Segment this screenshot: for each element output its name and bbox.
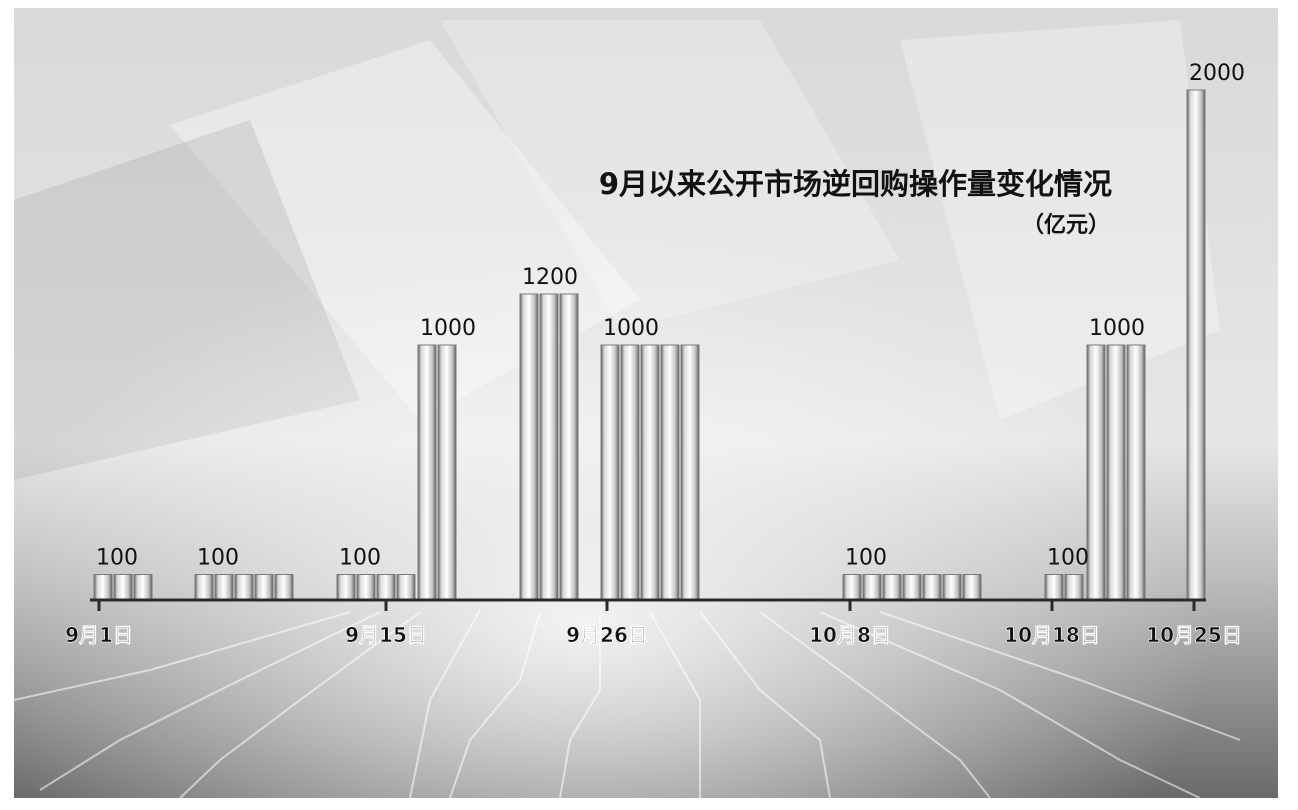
bar xyxy=(640,344,660,601)
bar xyxy=(559,293,579,601)
bar xyxy=(437,344,457,601)
x-tick-label: 10月18日 xyxy=(1004,623,1100,647)
bar xyxy=(194,574,214,601)
bar xyxy=(680,344,700,601)
unit-label: （亿元） xyxy=(1022,213,1110,238)
bar xyxy=(396,574,416,601)
bar xyxy=(254,574,274,601)
bar xyxy=(376,574,396,601)
bar xyxy=(274,574,294,601)
x-ticks: 9月1日 9月15日 9月26日 10月8日 10月18日 10月25日 xyxy=(65,600,1242,647)
x-tick-label: 10月25日 xyxy=(1146,623,1242,647)
bar xyxy=(234,574,254,601)
bar xyxy=(862,574,882,601)
bar xyxy=(600,344,620,601)
bar xyxy=(902,574,922,601)
x-tick-label: 9月15日 xyxy=(345,623,427,647)
data-label: 100 xyxy=(197,546,239,571)
bar xyxy=(882,574,902,601)
data-label: 1000 xyxy=(603,316,659,341)
value-labels: 100 100 100 1000 1200 1000 100 100 1000 2000 xyxy=(96,61,1245,571)
x-tick-label: 9月26日 xyxy=(566,623,648,647)
x-tick-label: 9月1日 xyxy=(65,623,133,647)
bar xyxy=(417,344,437,601)
x-tick-label: 10月8日 xyxy=(809,623,891,647)
bar xyxy=(942,574,962,601)
bars xyxy=(93,89,1206,601)
bar xyxy=(1064,574,1084,601)
bar xyxy=(1044,574,1064,601)
data-label: 2000 xyxy=(1189,61,1245,86)
chart-title: 9月以来公开市场逆回购操作量变化情况 xyxy=(599,167,1112,201)
bar xyxy=(962,574,982,601)
data-label: 1200 xyxy=(522,265,578,290)
bar xyxy=(1086,344,1106,601)
bar xyxy=(133,574,153,601)
data-label: 1000 xyxy=(420,316,476,341)
bar xyxy=(539,293,559,601)
bar xyxy=(922,574,942,601)
bar xyxy=(113,574,133,601)
bar xyxy=(356,574,376,601)
data-label: 100 xyxy=(96,546,138,571)
bar xyxy=(1186,89,1206,601)
bar xyxy=(660,344,680,601)
bar xyxy=(336,574,356,601)
bar xyxy=(93,574,113,601)
bar xyxy=(620,344,640,601)
bar xyxy=(1126,344,1146,601)
data-label: 1000 xyxy=(1089,316,1145,341)
data-label: 100 xyxy=(845,546,887,571)
bar xyxy=(1106,344,1126,601)
bar xyxy=(519,293,539,601)
bar xyxy=(842,574,862,601)
bar xyxy=(214,574,234,601)
data-label: 100 xyxy=(1047,546,1089,571)
data-label: 100 xyxy=(339,546,381,571)
